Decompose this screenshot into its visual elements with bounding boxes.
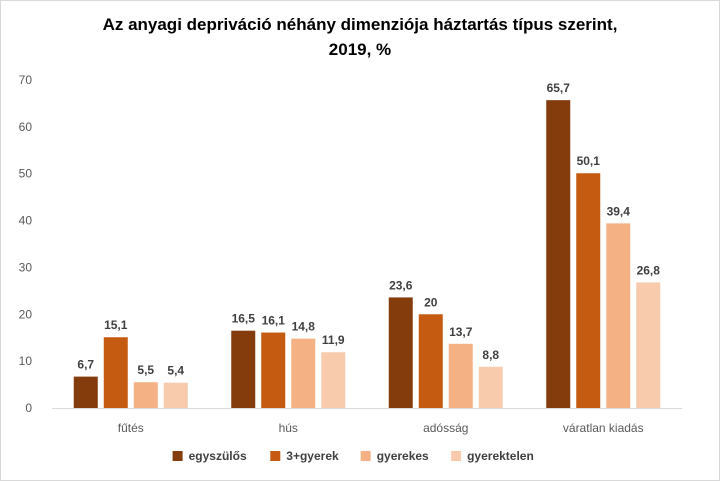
y-tick-label: 70 (19, 73, 33, 87)
data-label: 15,1 (104, 318, 128, 332)
data-label: 39,4 (607, 204, 631, 218)
data-label: 65,7 (547, 81, 571, 95)
data-label: 16,1 (262, 314, 286, 328)
bar (291, 338, 316, 408)
data-label: 8,8 (482, 348, 499, 362)
legend-label: gyerektelen (467, 449, 534, 463)
data-label: 20 (424, 295, 438, 309)
bar (103, 337, 128, 408)
legend-swatch (172, 451, 183, 461)
chart-title-line-2: 2019, % (328, 40, 392, 59)
bar (606, 223, 631, 408)
x-category-label: váratlan kiadás (563, 421, 644, 435)
y-tick-label: 60 (19, 120, 33, 134)
data-label: 26,8 (637, 263, 661, 277)
y-tick-label: 40 (19, 214, 33, 228)
bar (73, 376, 98, 408)
legend-label: egyszülős (189, 449, 247, 463)
chart-title-line-1: Az anyagi depriváció néhány dimenziója h… (102, 15, 618, 34)
bar (388, 297, 413, 408)
bar (636, 282, 661, 408)
legend-label: 3+gyerek (286, 449, 339, 463)
x-category-label: hús (279, 421, 298, 435)
y-tick-label: 20 (19, 307, 33, 321)
bar (261, 332, 286, 408)
data-label: 6,7 (77, 358, 94, 372)
data-label: 23,6 (389, 278, 413, 292)
x-category-label: adósság (423, 421, 468, 435)
bar (321, 352, 346, 408)
data-label: 13,7 (449, 325, 473, 339)
data-label: 14,8 (292, 320, 316, 334)
y-tick-label: 30 (19, 260, 33, 274)
data-label: 16,5 (232, 312, 256, 326)
bar (418, 314, 443, 408)
bar (576, 173, 601, 408)
legend-label: gyerekes (377, 449, 429, 463)
bar (448, 343, 473, 408)
x-category-label: fűtés (118, 421, 144, 435)
legend-swatch (360, 451, 371, 461)
bar (231, 330, 256, 408)
y-tick-label: 10 (19, 354, 33, 368)
y-tick-label: 0 (25, 401, 32, 415)
data-label: 5,5 (137, 363, 154, 377)
bar (163, 382, 188, 408)
legend-swatch (451, 451, 462, 461)
data-label: 5,4 (167, 364, 184, 378)
legend-swatch (270, 451, 281, 461)
data-label: 50,1 (577, 154, 601, 168)
data-label: 11,9 (322, 333, 345, 347)
bar (546, 100, 571, 409)
chart-title: Az anyagi depriváció néhány dimenziója h… (0, 12, 720, 62)
y-tick-label: 50 (19, 167, 33, 181)
bar (478, 366, 503, 408)
bar (133, 382, 158, 408)
